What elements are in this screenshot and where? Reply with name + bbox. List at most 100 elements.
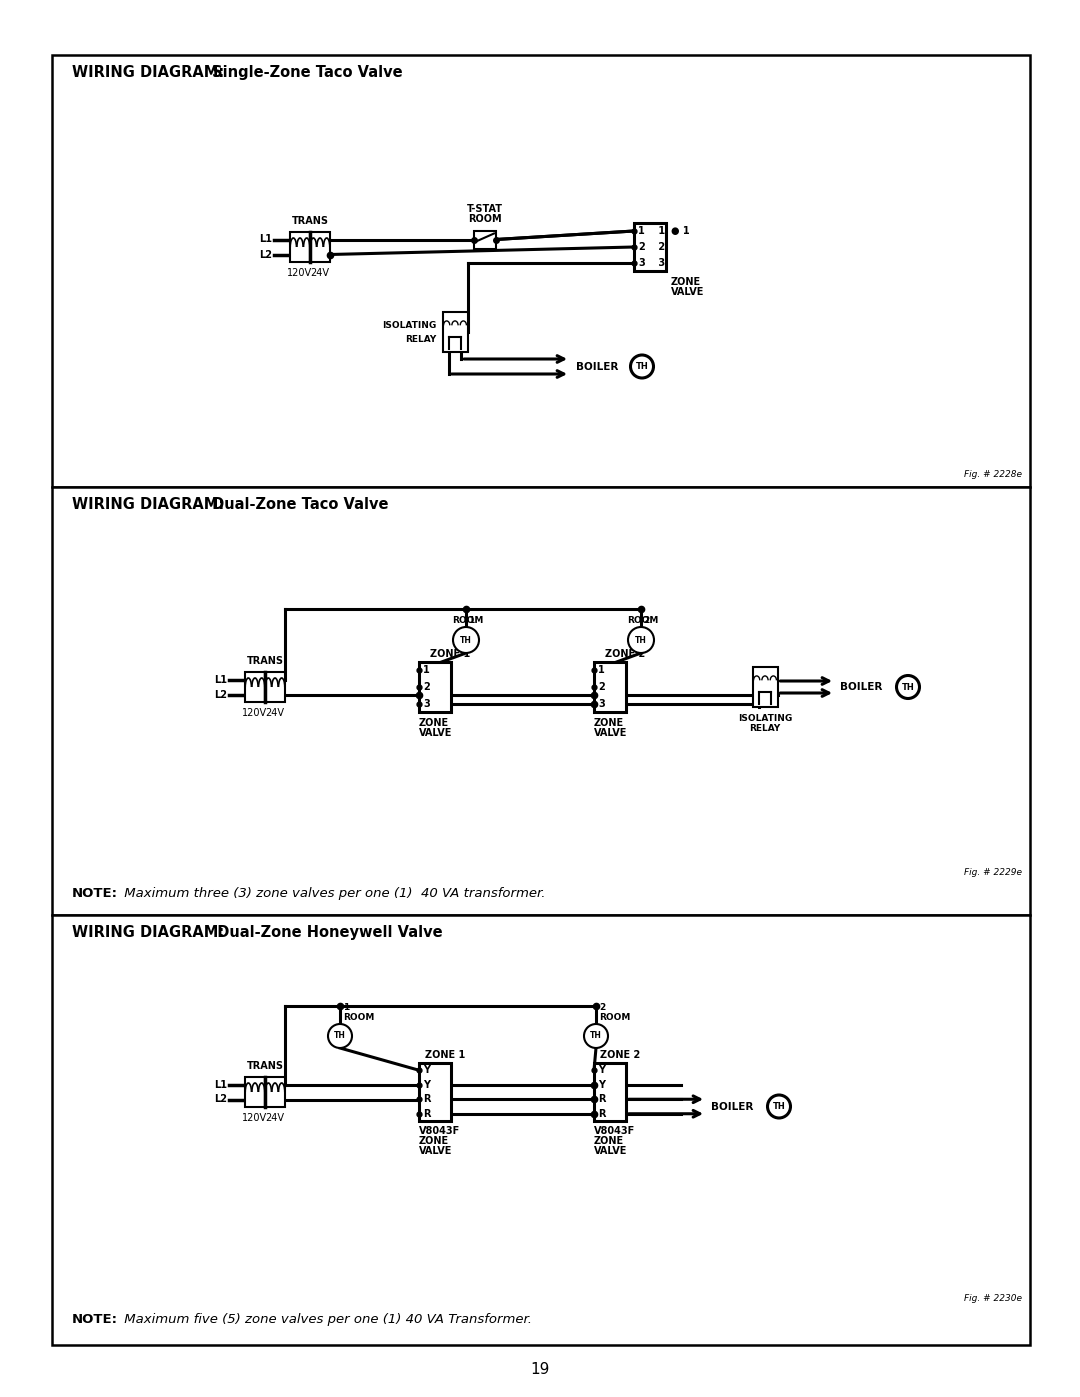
Circle shape: [768, 1095, 791, 1118]
Text: ZONE 1: ZONE 1: [426, 1051, 465, 1060]
Text: 24V: 24V: [266, 708, 284, 718]
Text: ISOLATING: ISOLATING: [382, 320, 436, 330]
Text: L2: L2: [214, 1094, 227, 1105]
Bar: [245, 1077, 265, 1106]
Text: 2: 2: [598, 682, 605, 692]
Circle shape: [627, 627, 654, 652]
Text: 2: 2: [638, 242, 645, 251]
Text: 24V: 24V: [311, 268, 329, 278]
Text: TH: TH: [460, 636, 472, 644]
Text: VALVE: VALVE: [419, 1146, 453, 1155]
Text: ZONE: ZONE: [419, 1136, 449, 1146]
Text: L1: L1: [214, 675, 227, 685]
Text: Dual-Zone Taco Valve: Dual-Zone Taco Valve: [207, 497, 389, 511]
Text: T-STAT: T-STAT: [467, 204, 503, 215]
Bar: [419, 662, 451, 712]
Text: Y: Y: [423, 1080, 430, 1090]
Bar: [265, 1077, 285, 1106]
Bar: [634, 224, 666, 271]
Text: V8043F: V8043F: [594, 1126, 635, 1136]
Bar: [419, 1063, 451, 1120]
Text: NOTE:: NOTE:: [72, 887, 118, 900]
Text: Maximum three (3) zone valves per one (1)  40 VA transformer.: Maximum three (3) zone valves per one (1…: [120, 887, 545, 900]
Text: 1: 1: [468, 616, 474, 624]
Text: R: R: [598, 1109, 606, 1119]
Text: VALVE: VALVE: [594, 728, 627, 738]
Circle shape: [453, 627, 480, 652]
Text: Maximum five (5) zone valves per one (1) 40 VA Transformer.: Maximum five (5) zone valves per one (1)…: [120, 1313, 532, 1326]
Text: WIRING DIAGRAM:: WIRING DIAGRAM:: [72, 66, 225, 80]
Circle shape: [631, 355, 653, 379]
Text: ISOLATING: ISOLATING: [738, 714, 792, 724]
Text: ZONE 1: ZONE 1: [430, 650, 470, 659]
Text: ZONE 2: ZONE 2: [605, 650, 645, 659]
Text: 3: 3: [638, 258, 645, 268]
Text: Dual-Zone Honeywell Valve: Dual-Zone Honeywell Valve: [207, 925, 443, 940]
Text: 120V: 120V: [242, 1113, 268, 1123]
Text: 3: 3: [423, 698, 430, 708]
Text: TRANS: TRANS: [246, 1060, 283, 1071]
Circle shape: [896, 676, 919, 698]
Text: ROOM: ROOM: [469, 214, 502, 224]
Text: TH: TH: [334, 1031, 346, 1041]
Text: RELAY: RELAY: [750, 724, 781, 733]
Text: 19: 19: [530, 1362, 550, 1376]
Text: TH: TH: [902, 683, 915, 692]
Text: WIRING DIAGRAM:: WIRING DIAGRAM:: [72, 497, 225, 511]
Text: ● 1: ● 1: [671, 226, 690, 236]
Text: ZONE: ZONE: [594, 1136, 624, 1146]
Bar: [52, 54, 1030, 488]
Text: R: R: [423, 1109, 431, 1119]
Text: RELAY: RELAY: [405, 334, 436, 344]
Text: 2: 2: [643, 616, 649, 624]
Text: R: R: [423, 1094, 431, 1104]
Text: 120V: 120V: [242, 708, 268, 718]
Text: 1: 1: [598, 665, 605, 675]
Bar: [265, 672, 285, 703]
Text: TH: TH: [635, 636, 647, 644]
Text: ZONE: ZONE: [419, 718, 449, 728]
Text: 1: 1: [423, 665, 430, 675]
Text: ZONE: ZONE: [594, 718, 624, 728]
Text: V8043F: V8043F: [419, 1126, 460, 1136]
Text: VALVE: VALVE: [419, 728, 453, 738]
Text: L1: L1: [259, 235, 272, 244]
Bar: [52, 488, 1030, 915]
Text: ROOM: ROOM: [343, 1013, 375, 1023]
Text: 1: 1: [343, 1003, 349, 1011]
Text: 3: 3: [654, 258, 665, 268]
Text: 1: 1: [654, 226, 665, 236]
Bar: [52, 915, 1030, 1345]
Text: BOILER: BOILER: [711, 1101, 754, 1112]
Text: TRANS: TRANS: [246, 657, 283, 666]
Text: TH: TH: [590, 1031, 602, 1041]
Bar: [310, 232, 330, 263]
Circle shape: [584, 1024, 608, 1048]
Text: VALVE: VALVE: [594, 1146, 627, 1155]
Bar: [594, 662, 626, 712]
Bar: [291, 232, 310, 263]
Text: Y: Y: [598, 1080, 605, 1090]
Text: ROOM: ROOM: [627, 616, 659, 624]
Text: Y: Y: [598, 1066, 605, 1076]
Text: 2: 2: [423, 682, 430, 692]
Bar: [753, 666, 778, 707]
Text: BOILER: BOILER: [576, 362, 619, 372]
Text: R: R: [598, 1094, 606, 1104]
Text: Fig. # 2230e: Fig. # 2230e: [964, 1294, 1022, 1303]
Circle shape: [328, 1024, 352, 1048]
Text: TRANS: TRANS: [292, 217, 328, 226]
Text: L1: L1: [214, 1080, 227, 1090]
Text: ZONE: ZONE: [671, 277, 701, 286]
Text: TH: TH: [772, 1102, 785, 1111]
Text: Fig. # 2228e: Fig. # 2228e: [964, 469, 1022, 479]
Bar: [245, 672, 265, 703]
Text: 2: 2: [654, 242, 665, 251]
Bar: [474, 231, 496, 249]
Text: WIRING DIAGRAM:: WIRING DIAGRAM:: [72, 925, 225, 940]
Text: TH: TH: [636, 362, 648, 372]
Text: BOILER: BOILER: [840, 682, 882, 692]
Bar: [443, 312, 468, 352]
Text: L2: L2: [214, 690, 227, 700]
Text: L2: L2: [259, 250, 272, 260]
